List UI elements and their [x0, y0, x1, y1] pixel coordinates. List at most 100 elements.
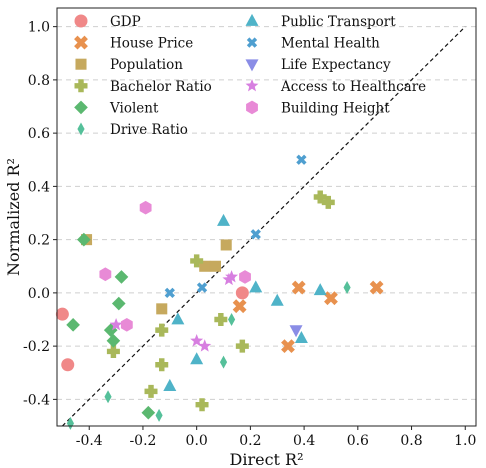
point-drive-ratio [343, 281, 351, 295]
point-building-height [99, 267, 112, 282]
legend-label-life-expectancy: Life Expectancy [281, 57, 391, 73]
legend-marker-access-to-healthcare [245, 78, 259, 92]
diagonal-line [61, 26, 466, 427]
legend-label-house-price: House Price [110, 36, 193, 52]
x-tick-label: -0.2 [129, 433, 156, 449]
legend-marker-life-expectancy [245, 59, 259, 72]
point-population [199, 260, 211, 272]
point-access-to-healthcare [190, 333, 204, 347]
point-bachelor-ratio [313, 190, 327, 204]
point-access-to-healthcare [198, 339, 212, 352]
point-public-transport [217, 213, 231, 226]
x-tick-label: 0.8 [400, 433, 422, 449]
point-violent [111, 296, 126, 311]
x-tick-label: 0.6 [347, 433, 369, 449]
legend: GDP House Price Population Bachelor Ratio Vi… [74, 13, 426, 138]
y-tick-label: 1.0 [28, 20, 50, 36]
point-bachelor-ratio [235, 339, 249, 353]
point-bachelor-ratio [321, 195, 335, 209]
legend-marker-mental-health [246, 37, 258, 48]
point-access-to-healthcare [109, 318, 123, 331]
y-tick-label: 0.8 [28, 73, 50, 89]
legend-label-access-to-healthcare: Access to Healthcare [280, 79, 426, 95]
legend-label-gdp: GDP [110, 14, 141, 30]
point-population [209, 260, 221, 272]
point-violent [141, 405, 156, 420]
x-axis-title: Direct R² [230, 450, 304, 468]
point-public-transport [249, 280, 263, 293]
point-population [156, 303, 168, 315]
legend-marker-population [75, 58, 87, 70]
legend-label-building-height: Building Height [281, 100, 390, 116]
legend-label-violent: Violent [109, 100, 159, 116]
y-axis-title: Normalized R² [4, 158, 23, 276]
point-house-price [369, 280, 384, 295]
point-public-transport [313, 283, 327, 296]
axis-ticks: -0.4 -0.2 0.0 0.2 0.4 0.6 0.8 1.0 -0.4 -0.2 0.0 0.2… [23, 20, 476, 449]
point-bachelor-ratio [190, 254, 204, 268]
legend-marker-building-height [246, 100, 258, 115]
legend-marker-house-price [74, 35, 88, 50]
point-drive-ratio [104, 390, 112, 404]
point-bachelor-ratio [106, 344, 120, 358]
legend-label-public-transport: Public Transport [281, 14, 396, 30]
identity-line [61, 26, 466, 427]
plot-frame [56, 7, 477, 427]
point-drive-ratio [66, 416, 74, 430]
point-violent [106, 333, 121, 348]
x-tick-label: 0.2 [239, 433, 261, 449]
point-house-price [324, 291, 338, 306]
y-tick-label: 0.2 [28, 233, 50, 249]
point-access-to-healthcare [222, 272, 236, 286]
point-drive-ratio [228, 313, 236, 326]
point-house-price [232, 299, 247, 314]
point-bachelor-ratio [214, 313, 228, 327]
point-mental-health [250, 229, 261, 240]
point-building-height [120, 318, 133, 332]
point-public-transport [163, 378, 177, 391]
point-building-height [239, 270, 251, 284]
point-mental-health [296, 154, 307, 165]
point-violent [66, 318, 80, 332]
legend-marker-bachelor-ratio [74, 79, 88, 93]
point-public-transport [294, 330, 308, 344]
legend-marker-violent [74, 100, 88, 115]
point-house-price [281, 339, 295, 354]
y-tick-label: 0.0 [28, 286, 50, 302]
legend-marker-drive-ratio [77, 122, 85, 136]
x-tick-label: 0.4 [293, 433, 315, 449]
y-tick-label: -0.2 [23, 339, 50, 355]
y-tick-label: 0.4 [28, 179, 50, 195]
legend-marker-gdp [74, 14, 88, 28]
legend-label-drive-ratio: Drive Ratio [110, 122, 188, 138]
point-bachelor-ratio [144, 384, 158, 398]
point-mental-health [164, 287, 175, 299]
point-mental-health [196, 282, 208, 293]
x-tick-label: 0.0 [186, 433, 208, 449]
point-violent [77, 232, 91, 247]
point-bachelor-ratio [155, 358, 169, 372]
y-tick-label: -0.4 [23, 392, 50, 408]
point-building-height [139, 200, 152, 215]
point-drive-ratio [155, 408, 163, 422]
point-bachelor-ratio [195, 398, 209, 412]
point-population [220, 239, 232, 251]
legend-label-bachelor-ratio: Bachelor Ratio [110, 79, 212, 95]
point-life-expectancy [289, 325, 303, 338]
point-access-to-healthcare [225, 270, 239, 283]
point-gdp [55, 307, 69, 321]
x-tick-label: -0.4 [76, 433, 103, 449]
point-public-transport [190, 352, 204, 365]
legend-marker-public-transport [245, 13, 259, 26]
point-house-price [291, 280, 306, 295]
point-gdp [235, 286, 249, 300]
data-points [55, 154, 384, 430]
point-gdp [61, 358, 75, 372]
point-public-transport [171, 312, 185, 325]
point-drive-ratio [219, 355, 228, 369]
y-tick-label: 0.6 [28, 126, 50, 142]
point-violent [114, 270, 129, 284]
grid-lines [57, 26, 476, 400]
point-bachelor-ratio [155, 323, 169, 337]
